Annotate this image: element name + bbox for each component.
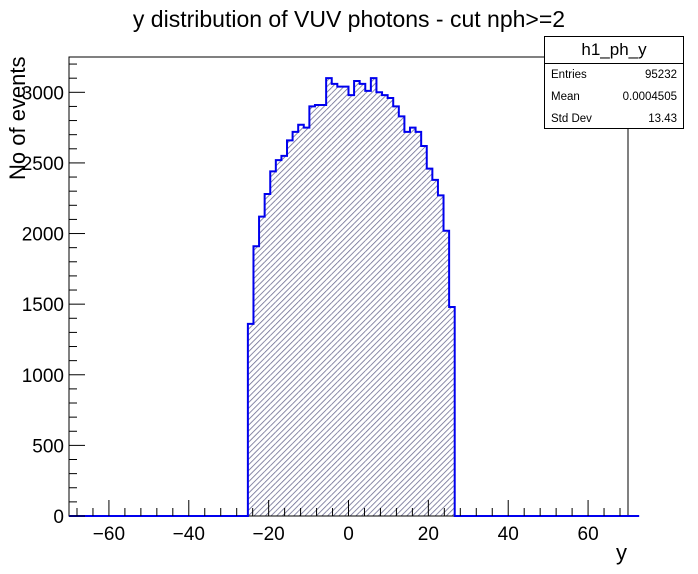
histogram-bin — [426, 168, 433, 516]
stats-row-entries: Entries 95232 — [545, 64, 683, 86]
histogram-bin — [292, 131, 299, 517]
histogram-bin — [382, 95, 388, 516]
histogram-bin — [342, 86, 349, 517]
y-tick-label: 500 — [32, 436, 64, 457]
stats-value: 0.0004505 — [622, 91, 677, 103]
y-tick-label: 1500 — [22, 295, 64, 316]
stats-box-title: h1_ph_y — [545, 37, 683, 64]
histogram-bin — [359, 83, 366, 516]
histogram-bin — [264, 193, 271, 517]
histogram-bin — [326, 78, 332, 516]
y-tick-label: 3000 — [22, 83, 64, 104]
histogram-bin — [365, 90, 371, 516]
stats-row-mean: Mean 0.0004505 — [545, 86, 683, 108]
histogram-bin — [253, 246, 260, 516]
y-tick-label: 1000 — [22, 366, 64, 387]
chart-title: y distribution of VUV photons - cut nph>… — [132, 6, 566, 32]
y-axis-label: No of events — [5, 56, 30, 180]
y-tick-label: 2000 — [22, 225, 64, 246]
histogram-bin — [432, 179, 438, 516]
histogram-bin — [387, 97, 394, 517]
histogram-bin — [437, 195, 444, 516]
stats-label: Std Dev — [551, 113, 592, 125]
histogram-bin — [259, 216, 265, 517]
x-tick-label: −60 — [93, 524, 125, 545]
histogram-bin — [348, 95, 355, 516]
histogram-bin — [449, 306, 455, 516]
stats-value: 95232 — [645, 69, 677, 81]
histogram-bin — [415, 131, 422, 517]
histogram-outline — [69, 77, 640, 517]
x-tick-label: 60 — [578, 524, 599, 545]
stats-label: Mean — [551, 91, 580, 103]
histogram-bin — [354, 81, 360, 517]
stats-label: Entries — [551, 69, 587, 81]
histogram-bin — [443, 230, 450, 516]
histogram-bin — [409, 127, 416, 516]
x-tick-label: −40 — [173, 524, 205, 545]
histogram-bin — [281, 155, 288, 516]
stats-row-stddev: Std Dev 13.43 — [545, 108, 683, 130]
stats-box: h1_ph_y Entries 95232 Mean 0.0004505 Std… — [544, 36, 684, 129]
histogram-bin — [393, 106, 399, 516]
y-tick-label: 2500 — [22, 154, 64, 175]
histogram-bin — [421, 145, 427, 516]
histogram-bin — [398, 116, 405, 516]
stats-value: 13.43 — [648, 113, 677, 125]
histogram-bin — [303, 127, 310, 516]
histogram-bin — [320, 105, 327, 516]
x-tick-label: 0 — [343, 524, 354, 545]
histogram-bin — [309, 106, 315, 516]
x-tick-label: 20 — [418, 524, 439, 545]
histogram-bin — [275, 160, 282, 517]
x-axis-label: y — [616, 540, 627, 565]
histogram-bin — [337, 86, 343, 517]
histogram-bin — [298, 124, 304, 516]
y-tick-label: 0 — [53, 507, 64, 528]
histogram-bin — [404, 131, 410, 517]
x-tick-label: −20 — [253, 524, 285, 545]
histogram-bin — [314, 105, 321, 516]
histogram-bin — [376, 92, 383, 517]
x-tick-label: 40 — [498, 524, 519, 545]
histogram-bin — [247, 323, 254, 516]
histogram-bin — [331, 83, 338, 516]
histogram-bin — [270, 171, 276, 517]
histogram-bin — [287, 140, 293, 516]
histogram-bin — [370, 78, 377, 516]
